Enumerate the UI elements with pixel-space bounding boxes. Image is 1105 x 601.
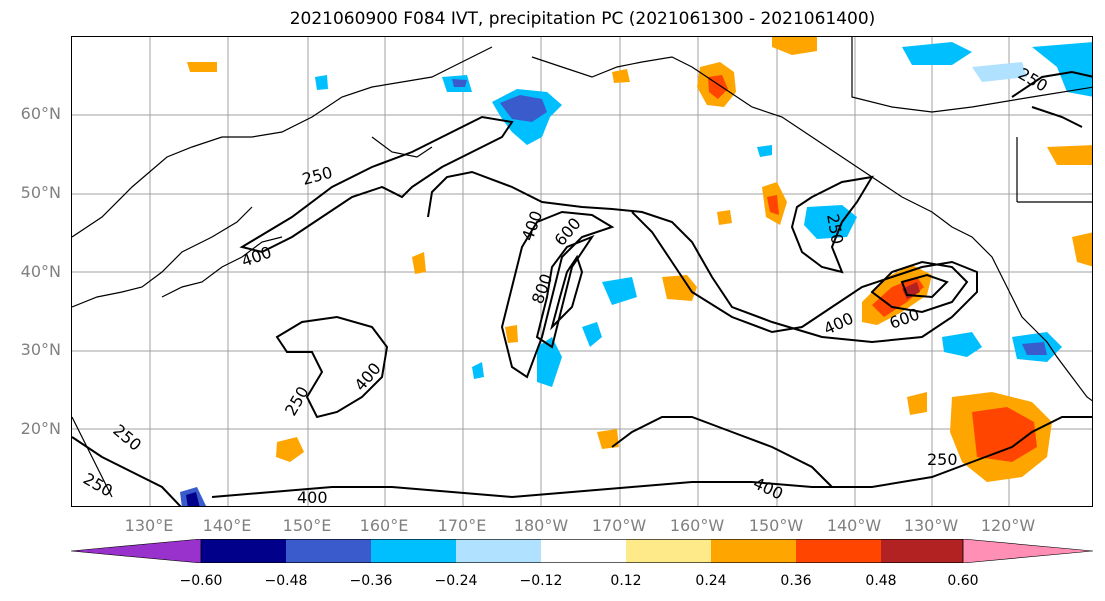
contour-label: 400 — [297, 488, 328, 507]
colorbar-tick: −0.12 — [519, 573, 563, 589]
contour-label: 250 — [927, 450, 958, 469]
lat-label: 60°N — [20, 104, 61, 123]
lon-label: 150°W — [748, 516, 804, 535]
colorbar-segment — [201, 539, 286, 563]
colorbar-tick: 0.12 — [610, 573, 642, 589]
colorbar-segment — [541, 539, 626, 563]
precipitation-shading — [180, 37, 1092, 506]
colorbar-tick: −0.24 — [434, 573, 478, 589]
contour-label: 400 — [518, 208, 546, 243]
lon-label: 170°W — [591, 516, 647, 535]
colorbar-tick: 0.60 — [947, 573, 979, 589]
contour-label: 250 — [109, 421, 145, 455]
colorbar-segment — [371, 539, 456, 563]
colorbar-segment — [456, 539, 541, 563]
contour-label: 400 — [821, 308, 857, 338]
colorbar-segment — [881, 539, 963, 563]
lon-label: 130°E — [124, 516, 174, 535]
lon-label: 140°E — [202, 516, 252, 535]
map-panel: 250 400 600 800 250 400 250 400 600 250 … — [71, 36, 1093, 507]
contour-label: 250 — [300, 163, 334, 189]
colorbar-tick: 0.48 — [865, 573, 897, 589]
colorbar-segment — [71, 539, 202, 563]
colorbar-segment — [626, 539, 711, 563]
colorbar-tick: 0.36 — [780, 573, 812, 589]
colorbar-tick: 0.24 — [695, 573, 727, 589]
colorbar-segment — [286, 539, 371, 563]
lon-label: 170°E — [437, 516, 487, 535]
coastlines — [72, 37, 1092, 498]
lon-label: 130°W — [903, 516, 959, 535]
colorbar — [71, 539, 1094, 563]
lon-label: 150°E — [282, 516, 332, 535]
map-plot: 250 400 600 800 250 400 250 400 600 250 … — [72, 37, 1092, 507]
colorbar-tick: −0.48 — [264, 573, 308, 589]
colorbar-segment — [796, 539, 881, 563]
colorbar-tick: −0.60 — [179, 573, 223, 589]
lon-label: 160°W — [669, 516, 725, 535]
contour-label: 250 — [823, 212, 847, 245]
lat-label: 30°N — [20, 340, 61, 359]
contour-label: 400 — [750, 473, 786, 503]
lon-label: 180°W — [513, 516, 569, 535]
colorbar-segment — [711, 539, 796, 563]
lat-label: 20°N — [20, 419, 61, 438]
lon-label: 160°E — [359, 516, 409, 535]
lat-label: 40°N — [20, 262, 61, 281]
contour-label: 600 — [551, 214, 585, 250]
colorbar-segment — [962, 539, 1094, 563]
contour-label: 250 — [80, 469, 116, 501]
lat-label: 50°N — [20, 183, 61, 202]
ivt-contours — [72, 70, 1092, 506]
colorbar-tick: −0.36 — [349, 573, 393, 589]
lon-label: 140°W — [826, 516, 882, 535]
contour-label: 400 — [351, 359, 385, 395]
map-title: 2021060900 F084 IVT, precipitation PC (2… — [289, 9, 876, 29]
lon-label: 120°W — [980, 516, 1036, 535]
